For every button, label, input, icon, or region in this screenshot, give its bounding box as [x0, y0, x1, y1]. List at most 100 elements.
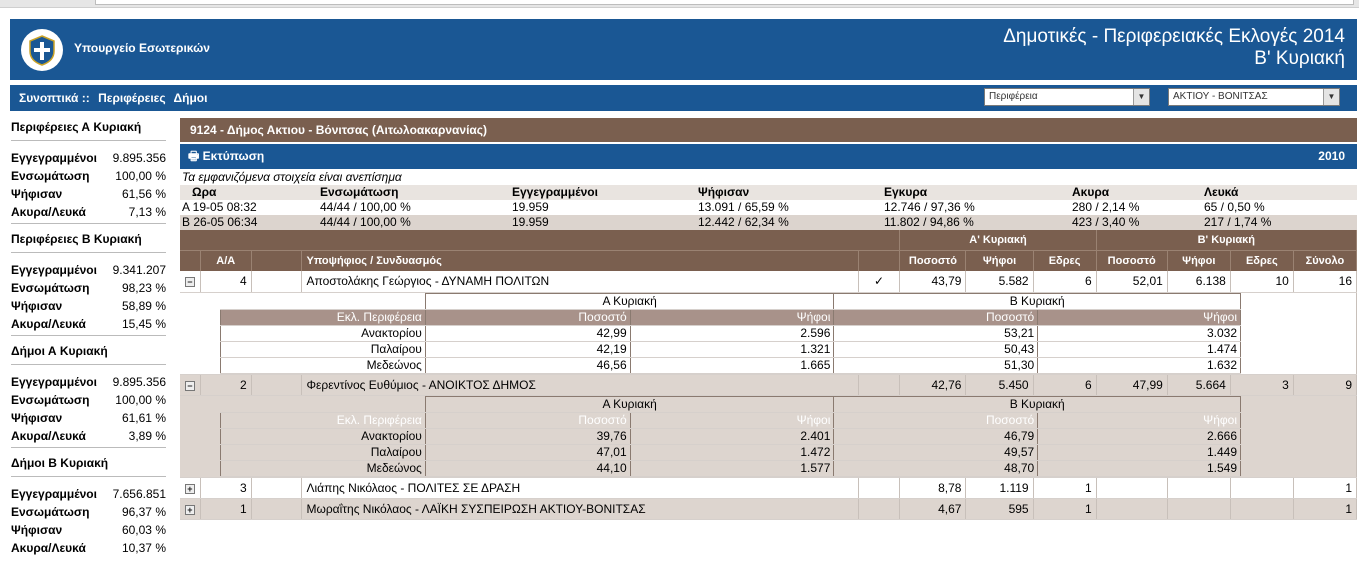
detail-value: 44,10 — [424, 459, 631, 477]
sidebar-section: Περιφέρειες Α Κυριακή Εγγεγραμμένοι 9.895.… — [11, 120, 166, 224]
detail-round-b: Β Κυριακή — [833, 395, 1241, 413]
print-link[interactable]: Εκτύπωση — [202, 149, 265, 163]
print-bar: 🖶 Εκτύπωση 2010 — [180, 144, 1357, 169]
candidate-row: −2 Φερεντίνος Ευθύμιος - ΑΝΟΙΚΤΟΣ ΔΗΜΟΣ 42… — [180, 374, 1358, 396]
sidebar-section: Δήμοι Α Κυριακή Εγγεγραμμένοι 9.895.356 Ενσ… — [11, 344, 166, 448]
nav-regions-link[interactable]: Περιφέρειες — [98, 91, 166, 105]
candidate-value: 5.582 — [965, 271, 1034, 293]
stat-label: Ψήφισαν — [11, 523, 63, 537]
sidebar-stat-row: Ακυρα/Λευκά 15,45 % — [11, 315, 166, 333]
detail-value: 53,21 — [833, 324, 1039, 342]
detail-data-row: Μεδεώνος 46,56 1.665 51,30 1.632 — [220, 356, 1241, 374]
detail-value: Παλαίρου — [220, 443, 426, 461]
summary-cell: 217 / 1,74 % — [1202, 215, 1357, 230]
stat-label: Ακυρα/Λευκά — [11, 429, 86, 443]
ministry-name[interactable]: Υπουργείο Εσωτερικών — [74, 41, 210, 55]
collapse-icon[interactable]: − — [184, 380, 195, 391]
detail-round-header-row: Α Κυριακή Β Κυριακή — [220, 395, 1241, 413]
municipality-select[interactable]: ΑΚΤΙΟΥ - ΒΟΝΙΤΣΑΣ ▼ — [1168, 88, 1340, 106]
sidebar-stat-row: Ψήφισαν 61,56 % — [11, 185, 166, 203]
column-header: Εδρες — [1230, 249, 1294, 271]
detail-value: 2.401 — [629, 427, 835, 445]
stat-label: Εγγεγραμμένοι — [11, 263, 97, 277]
detail-data-row: Παλαίρου 42,19 1.321 50,43 1.474 — [220, 340, 1241, 358]
detail-value: 1.577 — [629, 459, 835, 477]
region-select[interactable]: Περιφέρεια ▼ — [984, 88, 1150, 106]
summary-cell: 65 / 0,50 % — [1202, 200, 1357, 215]
mark-cell — [858, 498, 901, 520]
candidate-value: 6 — [1033, 374, 1097, 396]
candidate-value: 52,01 — [1096, 271, 1168, 293]
nav-summary-link[interactable]: Συνοπτικά :: — [19, 91, 90, 105]
summary-cell: 13.091 / 65,59 % — [696, 200, 882, 215]
candidate-value — [1096, 498, 1168, 520]
chevron-down-icon[interactable]: ▼ — [1323, 89, 1339, 105]
sidebar-section: Δήμοι Β Κυριακή Εγγεγραμμένοι 7.656.851 Ενσ… — [11, 456, 166, 557]
sidebar-stat-row: Εγγεγραμμένοι 9.341.207 — [11, 261, 166, 279]
election-title: Δημοτικές - Περιφερειακές Εκλογές 2014 Β… — [1003, 26, 1345, 70]
sidebar-stat-row: Ενσωμάτωση 100,00 % — [11, 167, 166, 185]
expand-icon[interactable]: + — [184, 504, 195, 515]
candidate-name: Φερεντίνος Ευθύμιος - ΑΝΟΙΚΤΟΣ ΔΗΜΟΣ — [301, 374, 859, 396]
sidebar-stat-row: Ακυρα/Λευκά 3,89 % — [11, 427, 166, 445]
header-blank — [251, 249, 303, 271]
summary-cell: 19.959 — [510, 200, 696, 215]
sidebar-stat-row: Ψήφισαν 58,89 % — [11, 297, 166, 315]
stat-label: Ακυρα/Λευκά — [11, 317, 86, 331]
candidate-aa: 1 — [200, 498, 252, 520]
detail-column-header: Ποσοστό — [833, 411, 1039, 429]
summary-row: Β 26-05 06:34 44/44 / 100,00 % 19.959 12.44… — [180, 215, 1357, 230]
candidate-value: 9 — [1293, 374, 1358, 396]
stat-value: 98,23 % — [121, 281, 166, 295]
mark-cell — [858, 374, 901, 396]
candidate-value: 5.664 — [1167, 374, 1231, 396]
nav-bar: Συνοπτικά :: Περιφέρειες Δήμοι Περιφέρει… — [10, 85, 1357, 111]
summary-cell: 280 / 2,14 % — [1070, 200, 1202, 215]
header-blank — [220, 396, 426, 413]
detail-column-header: Εκλ. Περιφέρεια — [220, 411, 426, 429]
detail-value: 48,70 — [833, 459, 1039, 477]
detail-column-header: Ποσοστό — [424, 308, 631, 326]
detail-column-header: Ψήφοι — [629, 308, 835, 326]
year-link[interactable]: 2010 — [1318, 149, 1345, 163]
collapse-icon[interactable]: − — [184, 277, 195, 288]
stat-value: 3,89 % — [128, 429, 166, 443]
district-title: 9124 - Δήμος Ακτιου - Βόνιτσας (Αιτωλοακ… — [180, 118, 1357, 142]
sidebar-stat-row: Ψήφισαν 60,03 % — [11, 521, 166, 539]
greek-emblem-icon[interactable] — [21, 29, 63, 71]
candidate-value: 42,76 — [899, 374, 967, 396]
detail-column-header: Ποσοστό — [424, 411, 631, 429]
header-blank — [220, 293, 426, 310]
candidate-value: 16 — [1293, 271, 1358, 293]
summary-row: Α 19-05 08:32 44/44 / 100,00 % 19.959 13.09… — [180, 200, 1357, 215]
candidate-aa: 4 — [200, 271, 252, 293]
stat-value: 100,00 % — [115, 393, 166, 407]
stat-value: 10,37 % — [121, 541, 166, 555]
chevron-down-icon[interactable]: ▼ — [1133, 89, 1149, 105]
expander-cell: + — [180, 477, 201, 499]
candidate-row: −4 Αποστολάκης Γεώργιος - ΔΥΝΑΜΗ ΠΟΛΙΤΩΝ ✓… — [180, 271, 1358, 293]
sidebar-stat-row: Ακυρα/Λευκά 10,37 % — [11, 539, 166, 557]
stat-value: 58,89 % — [121, 299, 166, 313]
divider — [11, 476, 166, 477]
expand-icon[interactable]: + — [184, 483, 195, 494]
district-breakdown-table: Α Κυριακή Β Κυριακή Εκλ. Περιφέρεια Ποσοστό… — [220, 292, 1241, 374]
summary-cell: 44/44 / 100,00 % — [318, 215, 510, 230]
region-select-value: Περιφέρεια — [989, 91, 1038, 102]
printer-icon[interactable]: 🖶 — [188, 149, 200, 163]
stat-value: 9.895.356 — [112, 375, 166, 389]
column-header: Ποσοστό — [1096, 249, 1168, 271]
spacer-cell — [251, 271, 303, 293]
candidate-value — [1230, 477, 1294, 499]
expander-cell: − — [180, 374, 201, 396]
detail-container: Α Κυριακή Β Κυριακή Εκλ. Περιφέρεια Ποσοστό… — [180, 292, 1357, 375]
nav-municipalities-link[interactable]: Δήμοι — [173, 91, 208, 105]
sidebar-section-title: Περιφέρειες Α Κυριακή — [11, 120, 142, 134]
divider — [11, 447, 166, 448]
district-breakdown-table: Α Κυριακή Β Κυριακή Εκλ. Περιφέρεια Ποσοστό… — [220, 395, 1241, 477]
summary-cell: Β 26-05 06:34 — [180, 215, 318, 230]
browser-top-strip — [0, 0, 1359, 8]
divider — [11, 335, 166, 336]
candidate-value: 6 — [1033, 271, 1097, 293]
summary-header-cell: Ενσωμάτωση — [318, 185, 510, 200]
